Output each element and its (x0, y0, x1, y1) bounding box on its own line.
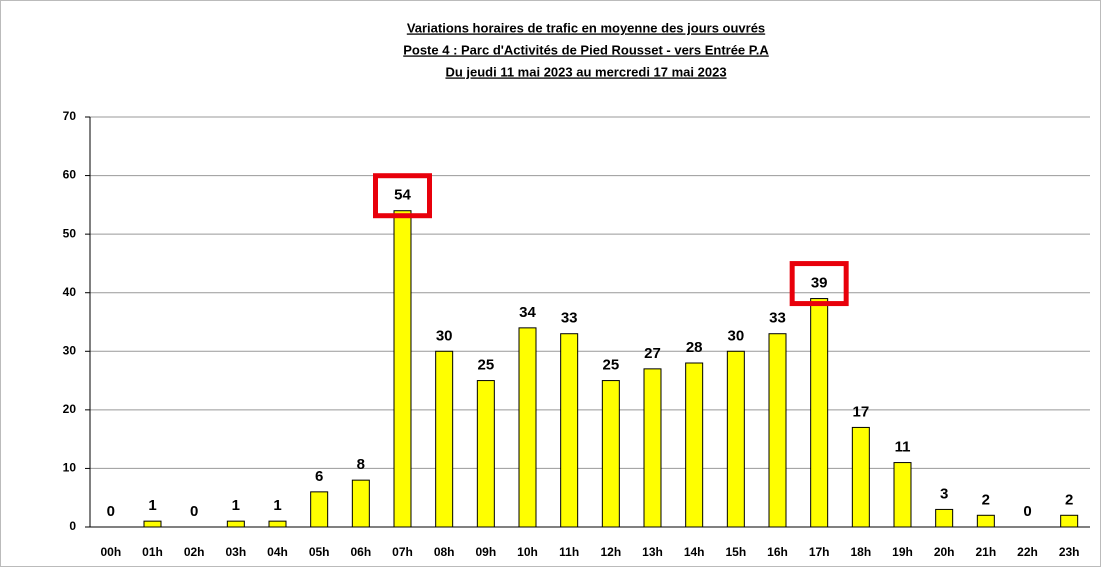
bar (893, 462, 912, 528)
bar (810, 298, 829, 528)
bar (768, 333, 787, 528)
bar (518, 327, 537, 528)
data-label: 30 (727, 327, 744, 344)
bar (435, 350, 454, 528)
x-tick-label: 01h (142, 545, 163, 559)
data-label: 6 (315, 468, 323, 485)
bar (351, 479, 370, 528)
y-tick-label: 0 (69, 519, 76, 533)
bar (851, 426, 870, 528)
data-label: 3 (940, 485, 948, 502)
data-label: 1 (273, 497, 281, 514)
data-label: 11 (895, 439, 911, 456)
x-tick-label: 14h (684, 545, 705, 559)
data-label: 27 (644, 345, 661, 362)
bar (143, 520, 162, 528)
x-tick-label: 17h (809, 545, 830, 559)
data-label: 30 (436, 327, 453, 344)
data-label: 54 (394, 187, 411, 204)
x-tick-label: 08h (434, 545, 455, 559)
y-tick-label: 60 (63, 168, 77, 182)
x-tick-label: 11h (559, 545, 579, 559)
y-tick-label: 10 (63, 461, 77, 475)
x-tick-label: 06h (350, 545, 371, 559)
x-tick-label: 20h (934, 545, 955, 559)
data-label: 17 (852, 403, 869, 420)
bar (726, 350, 745, 528)
bar (643, 368, 662, 528)
x-tick-label: 16h (767, 545, 788, 559)
highlight-box (373, 173, 432, 219)
data-label: 25 (477, 357, 494, 374)
data-label: 8 (357, 456, 365, 473)
x-tick-label: 10h (517, 545, 538, 559)
data-label: 2 (1065, 491, 1073, 508)
chart-subtitle: Du jeudi 11 mai 2023 au mercredi 17 mai … (445, 64, 726, 79)
bar (1060, 514, 1079, 528)
x-tick-label: 15h (725, 545, 746, 559)
x-tick-label: 23h (1059, 545, 1080, 559)
y-tick-label: 70 (63, 109, 77, 123)
bar (935, 508, 954, 528)
highlight-box (789, 261, 849, 307)
x-tick-label: 05h (309, 545, 330, 559)
y-tick-label: 40 (63, 285, 77, 299)
y-tick-label: 30 (63, 343, 77, 357)
x-tick-label: 21h (975, 545, 996, 559)
data-label: 39 (811, 275, 828, 292)
x-tick-label: 04h (267, 545, 288, 559)
data-label: 1 (232, 497, 240, 514)
y-tick-label: 50 (63, 226, 77, 240)
bar (685, 362, 704, 528)
chart-title: Variations horaires de trafic en moyenne… (407, 20, 765, 35)
bar (976, 514, 995, 528)
bar (393, 210, 412, 528)
data-label: 0 (1023, 503, 1031, 520)
x-tick-label: 18h (850, 545, 871, 559)
x-tick-label: 13h (642, 545, 663, 559)
data-label: 2 (982, 491, 990, 508)
data-label: 0 (107, 503, 115, 520)
chart-subtitle: Poste 4 : Parc d'Activités de Pied Rouss… (403, 42, 769, 57)
x-tick-label: 22h (1017, 545, 1038, 559)
data-label: 1 (148, 497, 156, 514)
x-tick-label: 00h (100, 545, 121, 559)
y-tick-label: 20 (63, 402, 77, 416)
bar (601, 380, 620, 528)
bar (268, 520, 287, 528)
data-label: 25 (602, 357, 619, 374)
bar (226, 520, 245, 528)
x-tick-label: 09h (475, 545, 496, 559)
data-label: 0 (190, 503, 198, 520)
x-tick-label: 12h (600, 545, 621, 559)
x-tick-label: 02h (184, 545, 205, 559)
data-label: 33 (561, 310, 578, 327)
x-tick-label: 07h (392, 545, 413, 559)
bar (476, 380, 495, 528)
data-label: 28 (686, 339, 703, 356)
bar (560, 333, 579, 528)
data-label: 33 (769, 310, 786, 327)
bar (310, 491, 329, 528)
x-tick-label: 19h (892, 545, 913, 559)
data-label: 34 (519, 304, 536, 321)
x-tick-label: 03h (225, 545, 246, 559)
